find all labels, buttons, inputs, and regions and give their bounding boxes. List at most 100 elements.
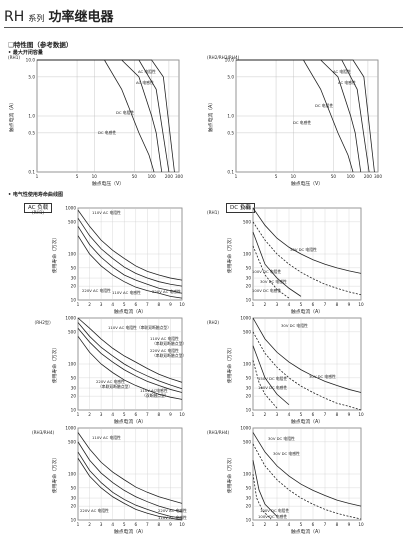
- x-axis-label: 触点电流（A）: [291, 418, 323, 425]
- y-tick-label: 500: [243, 439, 251, 444]
- model-label: (RH2): [207, 320, 219, 325]
- x-tick-label: 200: [364, 174, 372, 179]
- y-tick-label: 10: [246, 518, 252, 523]
- x-tick-label: 9: [169, 412, 172, 417]
- y-axis-label: 触点电流（A）: [8, 100, 15, 132]
- chart-life-dc-rh3: 1 2 3 4 5 6 7 8 9 10 1000 500 100 50 30 20 10 触点电流（A） 使用寿命…: [207, 426, 364, 536]
- series-label: 100V DC 电感性: [252, 288, 281, 293]
- x-tick-label: 2: [264, 302, 267, 307]
- series-line: [77, 217, 183, 287]
- x-tick-label: 2: [88, 302, 91, 307]
- x-tick-label: 4: [288, 522, 291, 527]
- y-tick-label: 100: [243, 252, 251, 257]
- x-tick-label: 1: [36, 174, 39, 179]
- y-tick-label: 20: [246, 504, 252, 509]
- x-tick-label: 300: [175, 174, 183, 179]
- section-max-switching: • 最大开闭容量: [8, 50, 43, 56]
- x-tick-label: 5: [76, 174, 79, 179]
- series-label: DC 电阻性: [116, 110, 134, 115]
- x-tick-label: 3: [100, 522, 103, 527]
- x-tick-label: 3: [276, 302, 279, 307]
- x-tick-label: 10: [358, 412, 364, 417]
- y-tick-label: 1.0: [28, 114, 35, 119]
- page-header: RH 系列 功率继电器: [4, 4, 403, 28]
- curve-annotation: （双断触点型）: [142, 393, 169, 398]
- series-label: AC 电阻性: [333, 69, 351, 74]
- series-line: [77, 317, 183, 383]
- series-label: 110V AC 电感性: [112, 290, 141, 295]
- series-line: [37, 59, 155, 173]
- series-label: 220V AC 电感性: [158, 508, 187, 513]
- y-tick-label: 20: [71, 504, 77, 509]
- x-tick-label: 50: [331, 174, 337, 179]
- series-label: 110V AC 电感性: [158, 515, 187, 520]
- x-tick-label: 3: [276, 412, 279, 417]
- series-label: 30V DC 电阻性: [268, 436, 295, 441]
- x-tick-label: 2: [264, 412, 267, 417]
- x-tick-label: 10: [358, 302, 364, 307]
- series-line: [252, 221, 362, 296]
- x-tick-label: 3: [100, 412, 103, 417]
- y-tick-label: 0.1: [227, 170, 234, 175]
- x-tick-label: 100: [347, 174, 355, 179]
- x-tick-label: 4: [111, 412, 114, 417]
- x-axis-label: 触点电流（A）: [114, 308, 146, 315]
- curve-annotation: （串联双断触点型）: [152, 341, 186, 346]
- series-line: [252, 432, 362, 507]
- x-tick-label: 50: [132, 174, 138, 179]
- series-line: [252, 231, 302, 297]
- y-tick-label: 20: [246, 394, 252, 399]
- series-label: 30V DC 电阻性: [290, 247, 317, 252]
- series-line: [252, 207, 362, 274]
- x-tick-label: 200: [165, 174, 173, 179]
- y-tick-label: 50: [246, 375, 252, 380]
- series-label: 110V AC 电阻性: [92, 210, 121, 215]
- y-axis-label: 使用寿命（万次）: [226, 345, 233, 383]
- series-label: 110V AC 电阻性: [92, 435, 121, 440]
- series-line: [252, 360, 278, 409]
- x-tick-label: 3: [100, 302, 103, 307]
- y-axis-label: 触点电流（A）: [207, 100, 214, 132]
- series-label: DC 电感性: [293, 120, 311, 125]
- series-line: [252, 245, 290, 299]
- curve-annotation: 220V AC 电阻性: [150, 348, 179, 353]
- x-tick-label: 4: [288, 412, 291, 417]
- section-life-curve: • 电气性使用寿命曲线图: [8, 192, 63, 198]
- x-tick-label: 10: [179, 412, 185, 417]
- model-label: (RH3/RH4): [32, 430, 54, 435]
- y-tick-label: 1.0: [227, 114, 234, 119]
- x-tick-label: 9: [348, 522, 351, 527]
- y-tick-label: 100: [243, 362, 251, 367]
- x-tick-label: 10: [92, 174, 98, 179]
- y-tick-label: 0.1: [28, 170, 35, 175]
- product-title: 功率继电器: [48, 10, 114, 25]
- model-label: (RH1): [8, 55, 20, 60]
- x-tick-label: 6: [312, 412, 315, 417]
- series-label: 30V DC 电感性: [260, 279, 287, 284]
- y-tick-label: 30: [246, 386, 252, 391]
- x-tick-label: 1: [77, 302, 80, 307]
- y-tick-label: 1000: [240, 206, 251, 211]
- curve-annotation: 220V AC 电感性: [96, 379, 125, 384]
- x-tick-label: 100: [148, 174, 156, 179]
- series-label: 30V DC 电感性: [309, 374, 336, 379]
- x-tick-label: 2: [88, 522, 91, 527]
- series-line: [252, 345, 290, 406]
- series-label: AC 电阻性: [138, 69, 156, 74]
- model-label: (RH1): [32, 210, 44, 215]
- series-label: 30V DC 电感性: [273, 451, 300, 456]
- y-tick-label: 30: [71, 276, 77, 281]
- x-tick-label: 6: [134, 522, 137, 527]
- model-label: (RH2/RH3/RH4): [207, 55, 240, 60]
- x-tick-label: 10: [179, 522, 185, 527]
- series-label: DC 电阻性: [315, 103, 333, 108]
- y-tick-label: 500: [68, 219, 76, 224]
- curve-annotation: （串联双断触点型）: [152, 353, 186, 358]
- x-tick-label: 9: [348, 412, 351, 417]
- x-tick-label: 300: [374, 174, 382, 179]
- model-label: （RH2型）: [32, 319, 53, 325]
- x-tick-label: 8: [336, 412, 339, 417]
- series-line: [77, 235, 183, 299]
- x-tick-label: 9: [169, 522, 172, 527]
- x-tick-label: 1: [252, 302, 255, 307]
